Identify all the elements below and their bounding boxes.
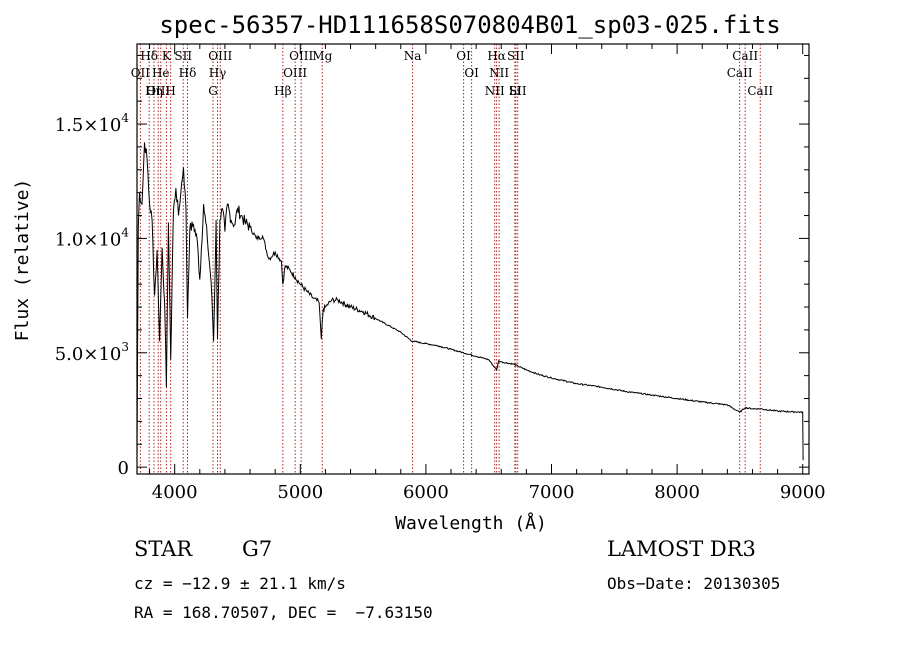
line-label-2: OIII (146, 84, 170, 98)
line-label-24: SII (509, 84, 527, 98)
line-label-22: Li (509, 84, 521, 98)
line-label-5: K (162, 49, 172, 63)
line-label-14: Hβ (274, 84, 291, 98)
y-tick-label-0: 0 (118, 458, 129, 479)
line-label-18: OI (464, 66, 479, 80)
plot-frame (136, 43, 810, 475)
line-label-23: NII (485, 84, 505, 98)
line-label-16: Na (404, 49, 422, 63)
x-tick-label-7000: 7000 (529, 482, 575, 503)
object-class: STAR (134, 537, 193, 561)
line-label-25: CaII (732, 49, 758, 63)
survey-name: LAMOST DR3 (607, 537, 756, 561)
line-label-13: OIII (283, 66, 307, 80)
y-axis-label: Flux (relative) (12, 179, 33, 342)
coordinates: RA = 168.70507, DEC = −7.63150 (134, 603, 433, 622)
line-label-17: OI (456, 49, 471, 63)
line-label-1: OII (131, 66, 151, 80)
subclass: G7 (242, 537, 273, 561)
line-label-4: Hη (145, 84, 163, 98)
line-label-11: G (208, 84, 218, 98)
line-label-7: H (165, 84, 175, 98)
x-tick-label-6000: 6000 (403, 482, 449, 503)
y-tick-label-10000: 1.0×104 (55, 225, 130, 250)
redshift-value: cz = −12.9 ± 21.1 km/s (134, 574, 346, 593)
x-tick-label-9000: 9000 (780, 482, 826, 503)
observation-date: Obs−Date: 20130305 (607, 574, 781, 593)
line-label-10: Hγ (209, 66, 227, 80)
line-label-0: Hδ (140, 49, 158, 63)
y-tick-label-5000: 5.0×103 (55, 340, 129, 365)
spectral-line-markers (139, 44, 761, 474)
line-label-12: OIII (289, 49, 313, 63)
x-axis: 4000 5000 6000 7000 8000 9000 (149, 44, 826, 503)
x-tick-label-8000: 8000 (654, 482, 700, 503)
line-label-21: NII (489, 66, 509, 80)
line-label-26: CaII (727, 66, 753, 80)
line-label-19: Hα (487, 49, 506, 63)
line-label-27: CaII (747, 84, 773, 98)
y-axis: 0 5.0×103 1.0×104 1.5×104 (55, 54, 809, 479)
line-label-9: OIII (208, 49, 232, 63)
line-label-15: Mg (312, 49, 332, 63)
x-tick-label-4000: 4000 (152, 482, 198, 503)
line-label-20: SII (507, 49, 525, 63)
line-label-3: He (152, 66, 170, 80)
x-tick-label-5000: 5000 (277, 482, 323, 503)
chart-title: spec-56357-HD111658S070804B01_sp03-025.f… (159, 11, 780, 39)
line-label-8: Hδ (179, 66, 197, 80)
y-tick-label-15000: 1.5×104 (55, 111, 130, 136)
x-axis-label: Wavelength (Å) (395, 512, 547, 534)
line-label-6: SII (174, 49, 192, 63)
spectrum-line (136, 142, 804, 461)
